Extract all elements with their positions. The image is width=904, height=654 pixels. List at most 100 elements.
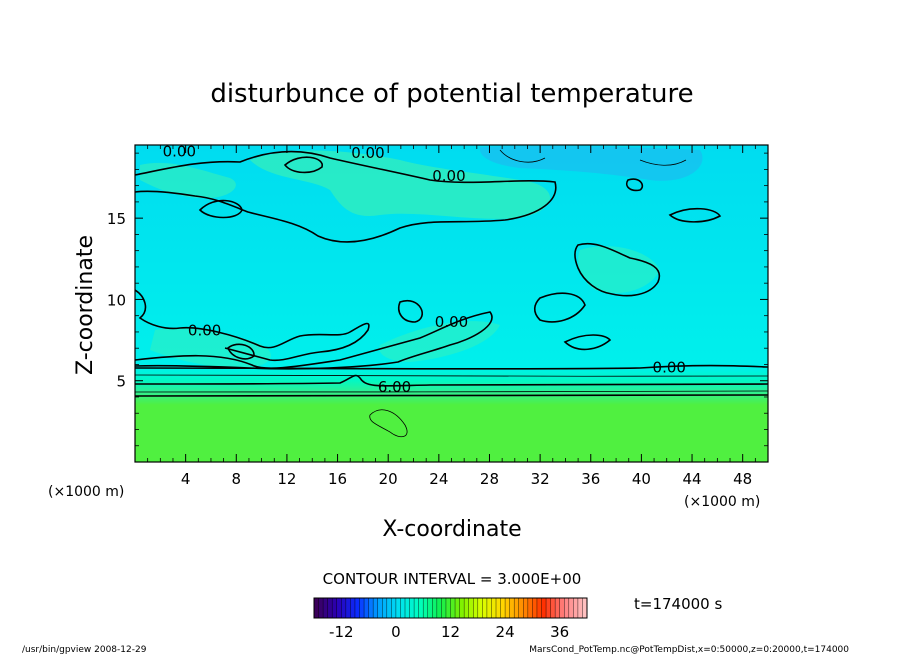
chart-title: disturbunce of potential temperature [210, 79, 693, 109]
y-tick-label: 10 [107, 291, 126, 309]
colorbar-cell [345, 598, 351, 618]
contour-line [639, 159, 687, 166]
colorbar-cell [468, 598, 474, 618]
x-tick-label: 36 [581, 470, 600, 488]
colorbar-cell [546, 598, 552, 618]
colorbar-cell [436, 598, 442, 618]
colorbar-cell [377, 598, 383, 618]
colorbar [313, 597, 588, 619]
colorbar-cell [445, 598, 451, 618]
colorbar-cell [391, 598, 397, 618]
x-tick-label: 32 [531, 470, 550, 488]
colorbar-cell [405, 598, 411, 618]
colorbar-cell [400, 598, 406, 618]
x-tick-label: 44 [682, 470, 701, 488]
colorbar-cell [577, 598, 583, 618]
colorbar-cell [418, 598, 424, 618]
colorbar-cell [459, 598, 465, 618]
x-axis-label: X-coordinate [382, 517, 521, 542]
colorbar-cell [518, 598, 524, 618]
x-tick-label: 8 [232, 470, 242, 488]
x-tick-label: 28 [480, 470, 499, 488]
contour-interval: CONTOUR INTERVAL = 3.000E+00 [323, 570, 582, 588]
y-tick-label: 15 [107, 210, 126, 228]
contour-line [533, 292, 586, 323]
contour-line [227, 343, 255, 360]
colorbar-cell [500, 598, 506, 618]
colorbar-cell [496, 598, 502, 618]
positive-patch [250, 150, 550, 219]
colorbar-cell [395, 598, 401, 618]
contour-lines [135, 150, 768, 397]
contour-line [283, 156, 323, 174]
contour-line [135, 374, 768, 377]
colorbar-tick-label: 0 [391, 623, 401, 641]
colorbar-cell [473, 598, 479, 618]
y-axis: 5 10 15 [107, 152, 768, 447]
colorbar-cell [318, 598, 324, 618]
colorbar-cell [359, 598, 365, 618]
colorbar-cell [427, 598, 433, 618]
contour-label: 0.00 [432, 167, 465, 185]
colorbar-cell [523, 598, 529, 618]
contour-label: 0.00 [435, 313, 468, 331]
contour-line [135, 374, 768, 387]
colorbar-cell [573, 598, 579, 618]
contour-line [625, 178, 644, 192]
footer-left: /usr/bin/gpview 2008-12-29 [22, 645, 147, 654]
contour-label: 0.00 [163, 143, 196, 161]
contour-line [135, 394, 768, 397]
x-tick-label: 48 [733, 470, 752, 488]
negative-patch [479, 146, 703, 181]
plot-area: 0.00 0.00 0.00 0.00 0.00 0.00 6.00 [135, 143, 768, 462]
x-tick-label: 16 [328, 470, 347, 488]
colorbar-cell [564, 598, 570, 618]
colorbar-cell [409, 598, 415, 618]
positive-patch [578, 246, 660, 294]
colorbar-cell [354, 598, 360, 618]
colorbar-cell [491, 598, 497, 618]
x-tick-label: 40 [632, 470, 651, 488]
colorbar-cell [550, 598, 556, 618]
colorbar-cell [464, 598, 470, 618]
colorbar-cell [327, 598, 333, 618]
colorbar-cell [509, 598, 515, 618]
x-tick-label: 4 [181, 470, 191, 488]
contour-line [563, 334, 612, 351]
colorbar-cell [482, 598, 488, 618]
colorbar-cell [323, 598, 329, 618]
colorbar-cell [477, 598, 483, 618]
colorbar-frame [313, 597, 588, 619]
positive-patch [140, 162, 236, 199]
contour-line [198, 199, 243, 219]
colorbar-cell [582, 598, 588, 618]
contour-line [574, 242, 661, 297]
x-unit-left: (×1000 m) [48, 484, 124, 500]
footer-right: MarsCond_PotTemp.nc@PotTempDist,x=0:5000… [529, 645, 849, 654]
colorbar-cell [423, 598, 429, 618]
colorbar-cell [336, 598, 342, 618]
contour-lines-thin [135, 149, 768, 438]
colorbar-cell [541, 598, 547, 618]
colorbar-tick-label: 24 [496, 623, 515, 641]
contour-label: 0.00 [653, 359, 686, 377]
colorbar-tick-label: 36 [550, 623, 569, 641]
colorbar-cell [536, 598, 542, 618]
colorbar-cell [350, 598, 356, 618]
contour-line [499, 149, 546, 163]
colorbar-cell [373, 598, 379, 618]
y-axis-label: Z-coordinate [73, 235, 98, 375]
colorbar-cell [555, 598, 561, 618]
time-label: t=174000 s [634, 595, 722, 613]
colorbar-cell [332, 598, 338, 618]
colorbar-cell [527, 598, 533, 618]
colorbar-cell [368, 598, 374, 618]
colorbar-cell [382, 598, 388, 618]
colorbar-cell [505, 598, 511, 618]
colorbar-cell [441, 598, 447, 618]
colorbar-cell [432, 598, 438, 618]
colorbar-cell [559, 598, 565, 618]
colorbar-cell [486, 598, 492, 618]
x-tick-label: 12 [277, 470, 296, 488]
